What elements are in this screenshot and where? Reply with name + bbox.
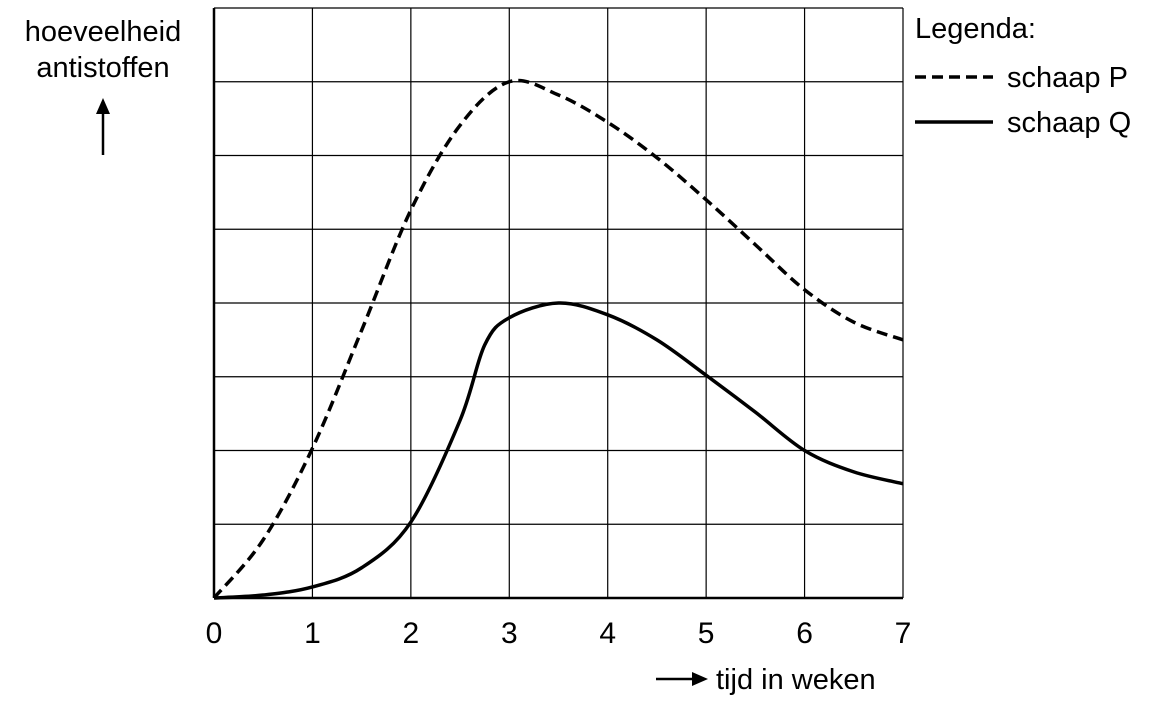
x-tick-label: 7 xyxy=(895,617,912,650)
y-arrow-head xyxy=(96,98,110,114)
series-line xyxy=(212,78,904,600)
x-tick-label: 3 xyxy=(501,617,518,650)
x-tick-label: 4 xyxy=(599,617,616,650)
x-tick-label: 5 xyxy=(698,617,715,650)
series-line xyxy=(213,301,904,600)
x-tick-label: 2 xyxy=(403,617,420,650)
legend-label: schaap Q xyxy=(1007,107,1131,139)
x-tick-label: 1 xyxy=(304,617,321,650)
x-tick-label: 6 xyxy=(796,617,813,650)
x-tick-label: 0 xyxy=(206,617,223,650)
legend-title: Legenda: xyxy=(915,13,1036,45)
x-axis-label: tijd in weken xyxy=(716,664,876,696)
y-axis-label: hoeveelheid antistoffen xyxy=(24,16,182,84)
legend-label: schaap P xyxy=(1007,62,1128,94)
x-arrow-head xyxy=(692,672,708,686)
